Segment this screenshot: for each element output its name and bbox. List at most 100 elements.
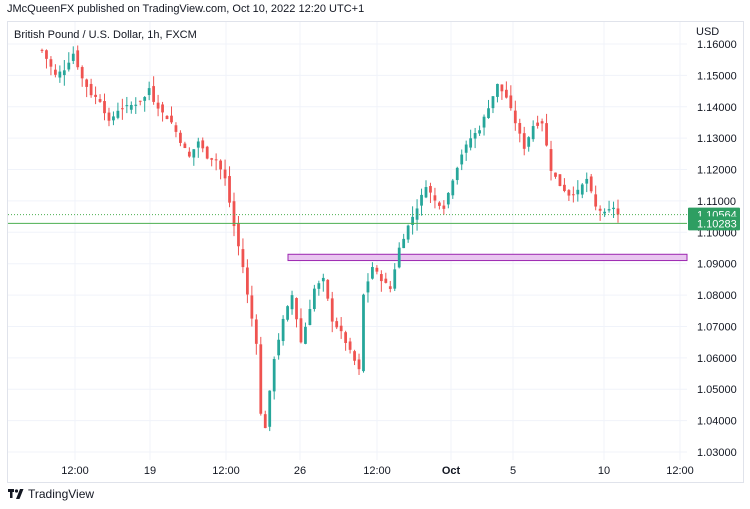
candle-body [228,176,231,203]
candle-body [205,146,209,159]
symbol-title[interactable]: British Pound / U.S. Dollar, 1h, FXCM [14,29,197,41]
candle-body [455,167,459,181]
candle-body [580,184,584,195]
chart-frame [7,21,744,483]
candle-body [214,159,218,161]
candle-body [330,298,334,322]
candle-body [71,53,75,61]
candle-body [321,277,325,282]
candle-body [54,69,57,75]
candle-body [120,108,124,110]
candle-body [371,267,374,279]
candle-body [192,149,196,158]
candle-body [219,160,222,170]
candle-body [451,180,455,196]
candle-body [187,151,191,157]
candle-body [299,318,303,343]
candle-body [513,110,517,124]
candle-body [478,130,481,134]
candle-body [196,141,200,148]
candle-body [170,115,173,123]
y-tick-label: 1.09000 [697,259,737,271]
candle-body [603,211,606,214]
candle-body [589,176,593,192]
y-tick-label: 1.06000 [697,353,737,365]
candle-body [165,115,169,120]
candle-body [607,209,611,211]
candle-body [545,123,548,146]
candle-body [446,192,450,205]
chart-grid [8,22,687,460]
y-tick-label: 1.15000 [697,70,737,82]
candle-body [246,267,249,295]
candle-body [62,70,66,76]
x-tick-label: 12:00 [666,465,694,477]
candle-body [277,339,281,356]
candle-body [76,50,80,68]
candle-body [585,178,589,184]
candle-body [112,116,115,121]
currency-label: USD [696,26,720,38]
candle-body [375,267,379,272]
support-level-tag: 1.10283 [688,216,740,231]
support-level-tag-text: 1.10283 [697,218,737,230]
candle-body [429,186,432,193]
candle-body [312,288,316,310]
y-tick-label: 1.03000 [697,447,737,459]
candle-body [308,309,312,326]
candle-body [143,97,147,101]
x-tick-label: 12:00 [212,465,240,477]
candle-body [473,133,477,139]
y-tick-label: 1.11000 [697,196,736,208]
x-tick-label: 12:00 [363,465,391,477]
y-axis: 1.16000 1.15000 1.14000 1.13000 1.12000 1.110… [697,39,737,459]
candle-body [85,79,89,87]
candle-body [397,247,401,268]
candle-body [491,96,495,109]
candle-body [558,174,562,187]
candle-body [442,205,446,209]
candle-body [259,344,263,414]
candle-body [295,298,298,320]
candle-body [58,71,62,78]
candle-body [433,195,437,201]
candle-body [103,101,106,114]
candle-body [129,104,133,110]
candle-body [161,104,164,113]
candle-body [554,172,557,177]
x-tick-label: 12:00 [61,465,89,477]
x-tick-label: 26 [294,465,306,477]
candles [40,45,620,432]
y-tick-label: 1.16000 [697,39,737,51]
candle-body [424,187,428,198]
publish-info: JMcQueenFX published on TradingView.com,… [7,3,365,15]
candle-body [576,189,580,195]
candle-body [344,332,348,343]
candle-body [183,143,187,149]
candle-body [335,321,339,328]
candle-body [469,138,473,148]
candle-body [388,286,392,289]
candle-body [496,83,499,97]
candle-body [384,278,388,283]
candle-body [290,295,294,310]
candle-body [348,341,352,350]
candle-body [156,102,160,109]
candle-body [45,50,48,59]
candle-body [174,125,178,132]
candle-body [464,144,468,153]
candle-body [482,116,486,128]
candle-body [598,208,602,211]
horizontal-lines [8,214,687,224]
y-tick-label: 1.13000 [697,133,737,145]
candle-body [286,306,289,320]
footer-brand[interactable]: TradingView [8,487,94,501]
candle-body [420,194,423,206]
candle-body [326,279,330,299]
candle-body [125,105,129,107]
candle-body [366,281,370,293]
candle-body [254,319,258,344]
candle-body [504,89,508,98]
candle-body [411,216,414,225]
y-tick-label: 1.05000 [697,384,737,396]
